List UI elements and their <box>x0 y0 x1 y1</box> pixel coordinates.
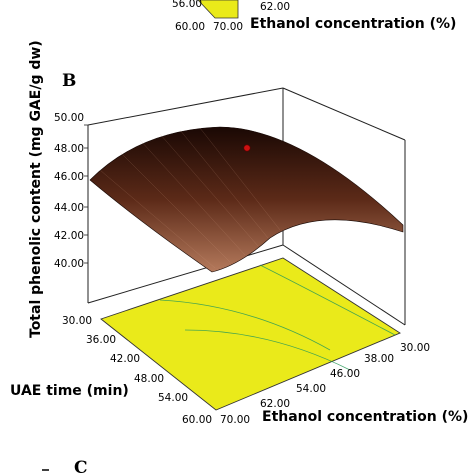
chart-a-x-axis-label: Ethanol concentration (%) <box>250 16 456 32</box>
chart-b-z-tick-50: 50.00 <box>54 112 84 124</box>
chart-b-floor-back-left <box>87 244 284 304</box>
chart-a-x-tick-62: 62.00 <box>260 1 290 13</box>
chart-b-response-surface <box>89 126 404 273</box>
chart-a-y-tick-56: 56.00 <box>172 0 202 10</box>
chart-b-box <box>87 87 406 326</box>
chart-b-design-point <box>243 144 251 152</box>
chart-a-floor <box>197 0 239 19</box>
chart-b-x-tick-70: 70.00 <box>220 414 250 426</box>
chart-b-x-tick-54: 54.00 <box>296 383 326 395</box>
chart-b-z-tick-46: 46.00 <box>54 171 84 183</box>
chart-b-z-axis-label: Total phenolic content (mg GAE/g dw) <box>28 40 44 338</box>
chart-b-x-tick-38: 38.00 <box>364 353 394 365</box>
chart-a-x-tick-70: 70.00 <box>213 21 243 33</box>
chart-b-z-tick-44: 44.00 <box>54 202 84 214</box>
chart-b-y-axis-label: UAE time (min) <box>10 383 129 399</box>
chart-b-y-tick-60: 60.00 <box>182 414 212 426</box>
chart-b-top-back-edge <box>282 87 406 141</box>
chart-b-z-tick-40: 40.00 <box>54 258 84 270</box>
chart-a-y-tick-60: 60.00 <box>175 21 205 33</box>
chart-b: B <box>10 40 468 426</box>
chart-c-panel-letter: C <box>74 458 88 474</box>
chart-b-top-left-edge <box>87 87 284 126</box>
chart-b-z-tick-42: 42.00 <box>54 230 84 242</box>
chart-a-partial: 56.00 60.00 70.00 62.00 Ethanol concentr… <box>172 0 456 33</box>
chart-c-partial: C <box>42 458 88 474</box>
chart-b-z-axis <box>84 124 88 264</box>
chart-b-contour-lines <box>159 264 396 371</box>
chart-b-y-tick-54: 54.00 <box>158 392 188 404</box>
chart-b-x-tick-30: 30.00 <box>400 342 430 354</box>
chart-b-panel-letter: B <box>62 71 76 91</box>
chart-b-floor-back-right <box>282 244 406 326</box>
chart-b-x-axis-label: Ethanol concentration (%) <box>262 409 468 425</box>
chart-b-y-tick-30: 30.00 <box>62 315 92 327</box>
chart-b-y-tick-42: 42.00 <box>110 353 140 365</box>
chart-b-y-tick-48: 48.00 <box>134 373 164 385</box>
chart-b-x-tick-46: 46.00 <box>330 368 360 380</box>
chart-b-contour-floor <box>100 257 401 411</box>
chart-b-x-tick-62: 62.00 <box>260 398 290 410</box>
chart-b-z-tick-48: 48.00 <box>54 143 84 155</box>
chart-b-surface-mesh <box>99 127 281 269</box>
chart-b-y-tick-36: 36.00 <box>86 334 116 346</box>
